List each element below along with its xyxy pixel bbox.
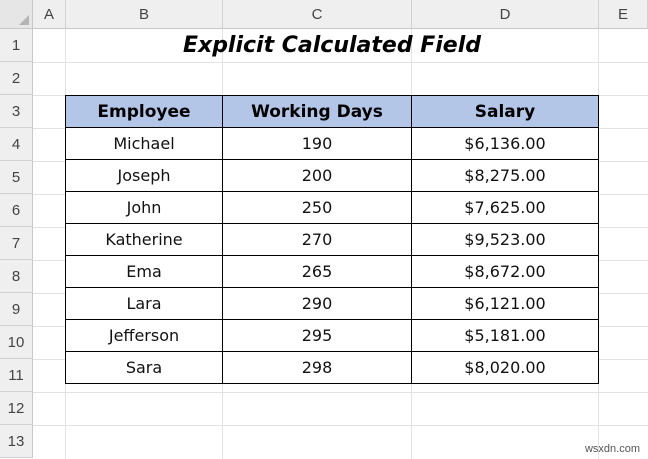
table-row: John 250 $7,625.00 [65, 191, 599, 224]
row-header[interactable]: 5 [0, 161, 33, 194]
cell-employee[interactable]: Michael [65, 127, 223, 160]
header-employee[interactable]: Employee [65, 95, 223, 128]
cell-working-days[interactable]: 190 [222, 127, 412, 160]
row-header[interactable]: 11 [0, 359, 33, 392]
gridline [598, 29, 599, 459]
cell-salary[interactable]: $8,672.00 [411, 255, 599, 288]
sheet-title[interactable]: Explicit Calculated Field [182, 33, 482, 58]
cell-working-days[interactable]: 290 [222, 287, 412, 320]
column-header-d[interactable]: D [412, 0, 599, 29]
row-header[interactable]: 13 [0, 425, 33, 458]
cell-working-days[interactable]: 265 [222, 255, 412, 288]
table-row: Joseph 200 $8,275.00 [65, 159, 599, 192]
watermark-text: wsxdn.com [584, 443, 640, 455]
cell-working-days[interactable]: 295 [222, 319, 412, 352]
row-header[interactable]: 6 [0, 194, 33, 227]
gridline [33, 392, 648, 393]
select-all-corner[interactable] [0, 0, 33, 29]
gridline [33, 425, 648, 426]
header-working-days[interactable]: Working Days [222, 95, 412, 128]
cell-working-days[interactable]: 200 [222, 159, 412, 192]
row-header[interactable]: 10 [0, 326, 33, 359]
select-all-triangle-icon [19, 15, 29, 25]
cell-employee[interactable]: Ema [65, 255, 223, 288]
cell-salary[interactable]: $8,020.00 [411, 351, 599, 384]
cell-working-days[interactable]: 250 [222, 191, 412, 224]
column-header-b[interactable]: B [66, 0, 223, 29]
row-header[interactable]: 1 [0, 29, 33, 62]
gridline [33, 62, 648, 63]
table-row: Michael 190 $6,136.00 [65, 127, 599, 160]
cell-salary[interactable]: $6,121.00 [411, 287, 599, 320]
table-header-row: Employee Working Days Salary [65, 95, 599, 128]
row-header-bar: 1 2 3 4 5 6 7 8 9 10 11 12 13 [0, 29, 33, 458]
cell-employee[interactable]: John [65, 191, 223, 224]
cell-employee[interactable]: Joseph [65, 159, 223, 192]
cell-salary[interactable]: $6,136.00 [411, 127, 599, 160]
cell-employee[interactable]: Jefferson [65, 319, 223, 352]
row-header[interactable]: 2 [0, 62, 33, 95]
row-header[interactable]: 9 [0, 293, 33, 326]
row-header[interactable]: 7 [0, 227, 33, 260]
cell-salary[interactable]: $5,181.00 [411, 319, 599, 352]
row-header[interactable]: 4 [0, 128, 33, 161]
column-header-e[interactable]: E [599, 0, 648, 29]
cell-working-days[interactable]: 270 [222, 223, 412, 256]
cell-salary[interactable]: $8,275.00 [411, 159, 599, 192]
cell-working-days[interactable]: 298 [222, 351, 412, 384]
row-header[interactable]: 12 [0, 392, 33, 425]
cell-employee[interactable]: Katherine [65, 223, 223, 256]
table-row: Sara 298 $8,020.00 [65, 351, 599, 384]
cell-employee[interactable]: Lara [65, 287, 223, 320]
row-header[interactable]: 8 [0, 260, 33, 293]
table-row: Jefferson 295 $5,181.00 [65, 319, 599, 352]
column-header-c[interactable]: C [223, 0, 412, 29]
row-header[interactable]: 3 [0, 95, 33, 128]
column-header-a[interactable]: A [33, 0, 66, 29]
cell-salary[interactable]: $7,625.00 [411, 191, 599, 224]
table-row: Ema 265 $8,672.00 [65, 255, 599, 288]
cell-salary[interactable]: $9,523.00 [411, 223, 599, 256]
table-row: Katherine 270 $9,523.00 [65, 223, 599, 256]
table-row: Lara 290 $6,121.00 [65, 287, 599, 320]
header-salary[interactable]: Salary [411, 95, 599, 128]
column-header-bar: A B C D E [33, 0, 648, 29]
cell-employee[interactable]: Sara [65, 351, 223, 384]
employee-table: Employee Working Days Salary Michael 190… [65, 95, 599, 384]
